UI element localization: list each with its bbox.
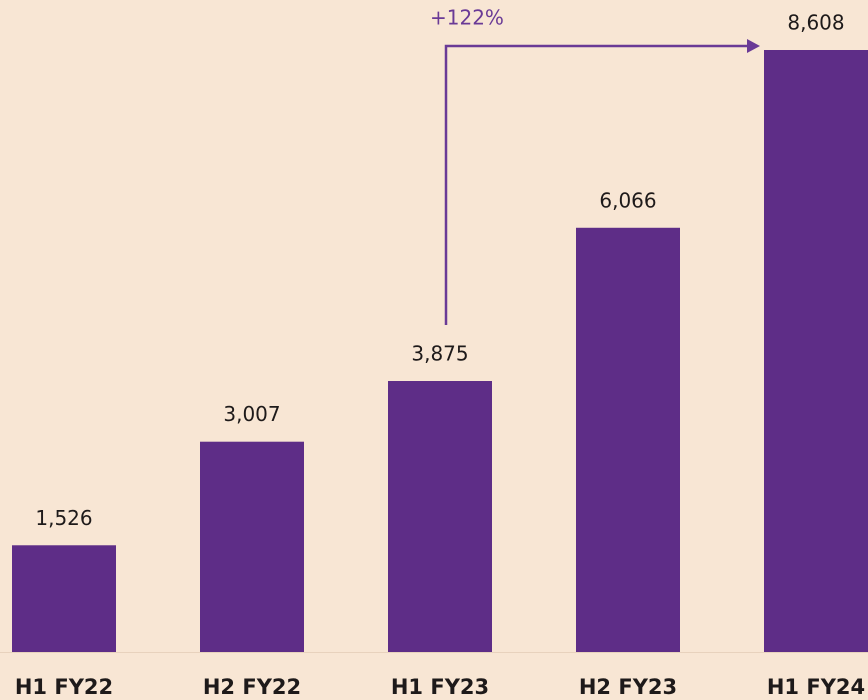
annotation-label: +122% (430, 6, 504, 30)
annotation-arrow (444, 44, 750, 326)
x-tick-label: H2 FY22 (203, 675, 301, 699)
bar (388, 381, 492, 652)
x-tick-label: H1 FY22 (15, 675, 113, 699)
value-label: 1,526 (35, 506, 92, 530)
x-tick-label: H1 FY23 (391, 675, 489, 699)
bar (576, 227, 680, 652)
arrow-head (747, 39, 760, 53)
value-label: 6,066 (599, 188, 656, 212)
value-label: 3,875 (411, 342, 468, 366)
value-label: 3,007 (223, 402, 280, 426)
x-tick-label: H1 FY24 (767, 675, 865, 699)
value-label: 8,608 (787, 11, 844, 35)
bar (12, 545, 116, 652)
bar (200, 441, 304, 652)
bar (764, 50, 868, 652)
x-tick-label: H2 FY23 (579, 675, 677, 699)
